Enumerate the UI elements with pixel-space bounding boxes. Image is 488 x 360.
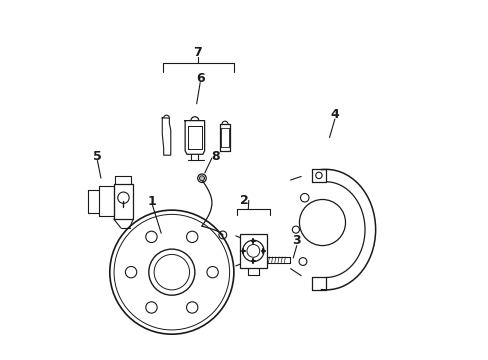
- Circle shape: [199, 176, 204, 181]
- FancyBboxPatch shape: [240, 234, 266, 268]
- Text: 8: 8: [211, 150, 219, 163]
- Text: 2: 2: [240, 194, 248, 207]
- Text: 7: 7: [193, 46, 202, 59]
- Text: 6: 6: [196, 72, 204, 85]
- Text: 4: 4: [330, 108, 339, 121]
- Text: 1: 1: [148, 195, 156, 208]
- Text: 5: 5: [93, 150, 102, 163]
- Text: 3: 3: [292, 234, 301, 247]
